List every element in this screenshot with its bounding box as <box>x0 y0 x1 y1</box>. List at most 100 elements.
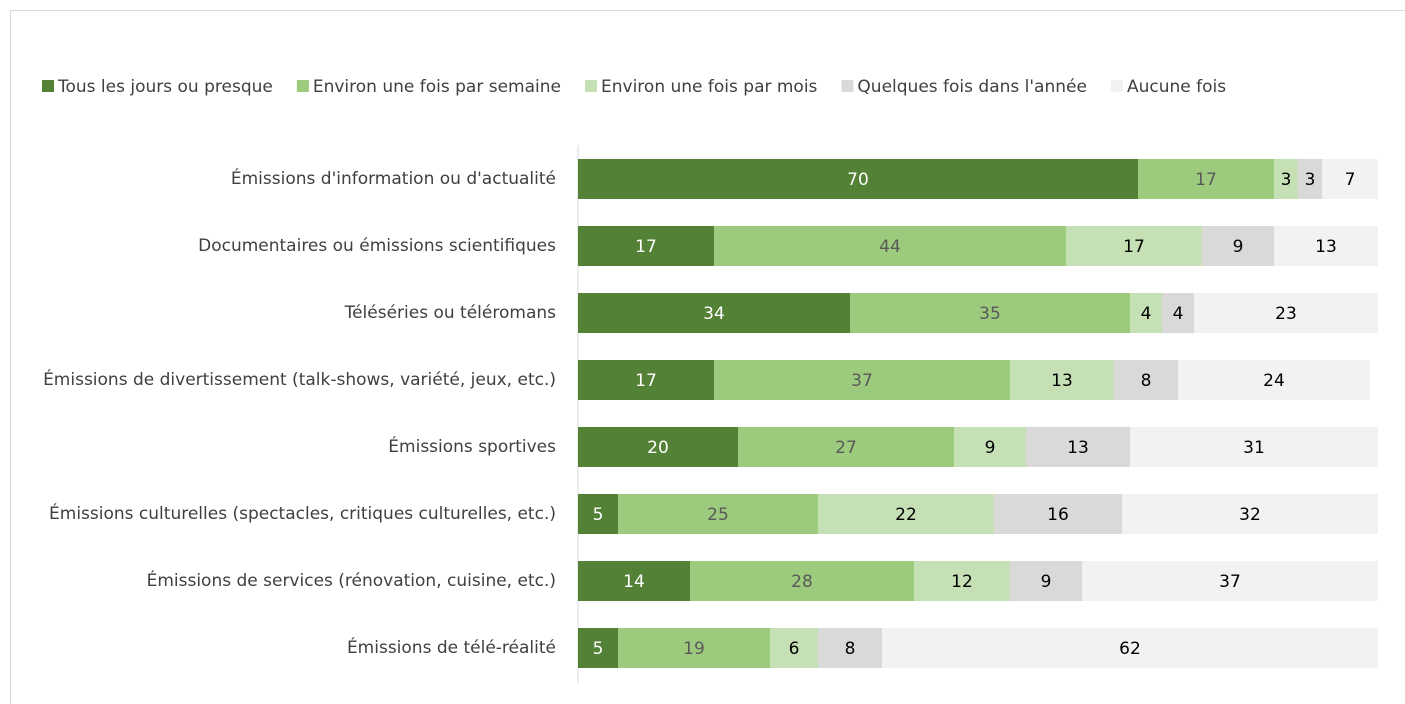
data-label: 17 <box>1123 237 1145 257</box>
data-label: 13 <box>1315 237 1337 257</box>
bar-segment <box>850 293 1130 333</box>
bar-segment <box>738 427 954 467</box>
data-label: 4 <box>1173 304 1184 324</box>
bar-segment <box>914 561 1010 601</box>
data-label: 17 <box>635 371 657 391</box>
bar-segment <box>1082 561 1378 601</box>
category-label: Émissions d'information ou d'actualité <box>231 167 556 189</box>
bar-segment <box>690 561 914 601</box>
bar-segment <box>578 427 738 467</box>
data-label: 13 <box>1067 438 1089 458</box>
data-label: 20 <box>647 438 669 458</box>
legend-swatch <box>585 80 597 92</box>
data-label: 23 <box>1275 304 1297 324</box>
bar-segment <box>578 628 618 668</box>
bar-segment <box>994 494 1122 534</box>
data-label: 13 <box>1051 371 1073 391</box>
data-label: 7 <box>1345 170 1356 190</box>
data-label: 9 <box>1041 572 1052 592</box>
data-label: 16 <box>1047 505 1069 525</box>
bar-segment <box>1194 293 1378 333</box>
data-label: 19 <box>683 639 705 659</box>
bar-segment <box>818 628 882 668</box>
legend-swatch <box>296 80 309 92</box>
bar-segment <box>578 159 1138 199</box>
data-label: 44 <box>879 237 901 257</box>
data-label: 34 <box>703 304 725 324</box>
bar-segment <box>1130 427 1378 467</box>
bar-segment <box>1202 226 1274 266</box>
legend-swatch <box>841 80 854 92</box>
legend-label: Quelques fois dans l'année <box>857 77 1087 97</box>
bar-segment <box>1162 293 1194 333</box>
bar-segment <box>714 360 1010 400</box>
category-label: Téléséries ou téléromans <box>344 303 557 323</box>
data-label: 31 <box>1243 438 1265 458</box>
data-label: 70 <box>847 170 869 190</box>
bar-segment <box>770 628 818 668</box>
legend-label: Tous les jours ou presque <box>57 77 273 97</box>
bar-segment <box>818 494 994 534</box>
data-label: 6 <box>789 639 800 659</box>
legend-label: Environ une fois par mois <box>601 77 818 97</box>
bar-segment <box>1114 360 1178 400</box>
data-label: 25 <box>707 505 729 525</box>
bar-segment <box>1322 159 1378 199</box>
data-label: 37 <box>1219 572 1241 592</box>
bar-segment <box>882 628 1378 668</box>
bar-segment <box>1130 293 1162 333</box>
bar-segment <box>1010 360 1114 400</box>
bar-segment <box>578 360 714 400</box>
data-label: 5 <box>593 505 604 525</box>
bar-segment <box>618 628 770 668</box>
bar-segment <box>1178 360 1370 400</box>
data-label: 4 <box>1141 304 1152 324</box>
data-label: 37 <box>851 371 873 391</box>
category-label: Émissions sportives <box>388 435 556 457</box>
legend-label: Aucune fois <box>1127 77 1226 97</box>
bar-segment <box>578 561 690 601</box>
data-label: 22 <box>895 505 917 525</box>
category-label: Émissions de divertissement (talk-shows,… <box>43 368 556 390</box>
category-label: Émissions culturelles (spectacles, criti… <box>49 502 556 524</box>
bar-segment <box>578 494 618 534</box>
category-label: Émissions de télé-réalité <box>347 636 556 658</box>
data-label: 24 <box>1263 371 1285 391</box>
data-label: 8 <box>845 639 856 659</box>
category-label: Documentaires ou émissions scientifiques <box>198 236 556 256</box>
data-label: 9 <box>985 438 996 458</box>
data-label: 8 <box>1141 371 1152 391</box>
legend-swatch <box>42 80 54 92</box>
data-label: 35 <box>979 304 1001 324</box>
bar-segment <box>1138 159 1274 199</box>
data-label: 32 <box>1239 505 1261 525</box>
data-label: 17 <box>635 237 657 257</box>
bar-segment <box>618 494 818 534</box>
bar-segment <box>1298 159 1322 199</box>
bar-segment <box>1066 226 1202 266</box>
category-label: Émissions de services (rénovation, cuisi… <box>147 569 556 591</box>
bar-segment <box>1122 494 1378 534</box>
data-label: 5 <box>593 639 604 659</box>
data-label: 17 <box>1195 170 1217 190</box>
bar-segment <box>578 293 850 333</box>
bar-segment <box>1010 561 1082 601</box>
bar-segment <box>1274 159 1298 199</box>
data-label: 27 <box>835 438 857 458</box>
chart-frame <box>10 10 1405 704</box>
data-label: 14 <box>623 572 645 592</box>
bar-segment <box>714 226 1066 266</box>
data-label: 62 <box>1119 639 1141 659</box>
legend-label: Environ une fois par semaine <box>313 77 561 97</box>
data-label: 3 <box>1305 170 1316 190</box>
data-label: 12 <box>951 572 973 592</box>
data-label: 9 <box>1233 237 1244 257</box>
bar-segment <box>1026 427 1130 467</box>
bar-segment <box>954 427 1026 467</box>
bar-segment <box>1274 226 1378 266</box>
data-label: 3 <box>1281 170 1292 190</box>
data-label: 28 <box>791 572 813 592</box>
legend-swatch <box>1110 80 1123 92</box>
bar-segment <box>578 226 714 266</box>
